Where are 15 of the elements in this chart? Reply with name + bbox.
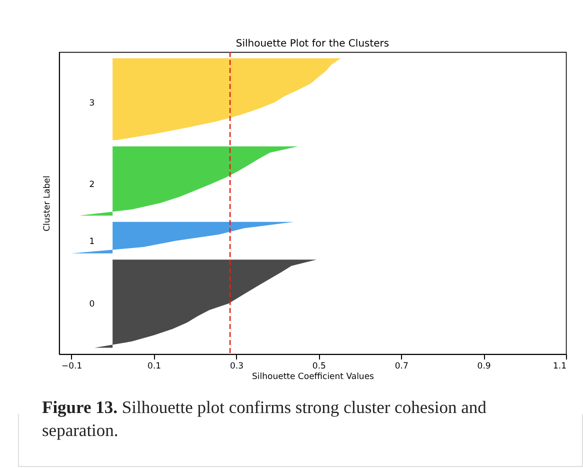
text: 0 <box>89 300 95 310</box>
chart-title: Silhouette Plot for the Clusters <box>236 38 390 50</box>
x-tick-label: 1.1 <box>552 362 566 372</box>
x-tick-label: 0.1 <box>148 362 162 372</box>
y-axis-title: Cluster Label <box>42 176 52 232</box>
x-axis-title: Silhouette Coefficient Values <box>252 372 375 382</box>
series-label: 1 <box>89 236 95 247</box>
text: 2 <box>89 180 95 190</box>
caption: Figure 13. Silhouette plot confirms strong cluster cohesion and separation. <box>42 396 488 442</box>
x-tick-label: 0.3 <box>230 362 244 372</box>
x-tick-label: −0.1 <box>62 362 82 372</box>
x-tick-label: 0.7 <box>394 362 408 372</box>
x-tick-label: 0.9 <box>477 362 491 372</box>
x-tick-label: 0.5 <box>312 362 326 372</box>
text: 3 <box>89 98 95 108</box>
